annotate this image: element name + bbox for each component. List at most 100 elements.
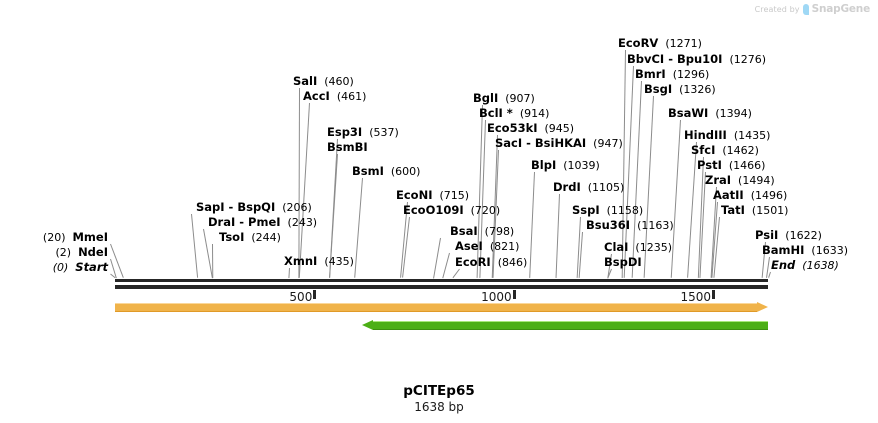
site-position: (244): [244, 231, 281, 244]
plasmid-name: pCITEp65: [403, 383, 475, 399]
feature-bar: [115, 303, 757, 312]
site-enzyme-name: SfcI: [691, 143, 716, 157]
restriction-site-label: BsaWI (1394): [668, 107, 752, 120]
site-position: (1633): [804, 244, 848, 257]
snapgene-brand: SnapGene: [811, 3, 871, 15]
restriction-site-label: BbvCI - Bpu10I (1276): [627, 53, 766, 66]
plasmid-backbone-upper: [115, 279, 768, 282]
site-leader-line: [452, 268, 460, 279]
feature-arrowhead: [362, 320, 374, 330]
site-position: (20): [42, 231, 73, 244]
site-enzyme-name: NdeI: [78, 245, 108, 259]
restriction-site-label: HindIII (1435): [684, 129, 770, 142]
site-position: (945): [537, 122, 575, 135]
restriction-site-label: AatII (1496): [713, 189, 787, 202]
restriction-site-label: TatI (1501): [721, 204, 788, 217]
restriction-site-label: SfcI (1462): [691, 144, 759, 157]
site-position: (0): [52, 261, 76, 274]
site-leader-line: [110, 243, 124, 279]
site-position: (1326): [672, 83, 716, 96]
credit-prefix: Created by: [754, 4, 800, 14]
site-enzyme-name: SacI - BsiHKAI: [495, 136, 587, 150]
site-enzyme-name: BspDI: [604, 255, 642, 269]
site-enzyme-name: BglI: [473, 91, 499, 105]
left-restriction-site-label: (20) MmeI: [43, 231, 108, 244]
site-enzyme-name: BsgI: [644, 82, 673, 96]
site-enzyme-name: EcoRV: [618, 36, 659, 50]
site-position: (715): [432, 189, 470, 202]
site-enzyme-name: BsmI: [352, 164, 384, 178]
site-enzyme-name: SspI: [572, 203, 600, 217]
restriction-site-label: SspI (1158): [572, 204, 643, 217]
site-enzyme-name: PstI: [697, 158, 722, 172]
ruler-tick-label: 1500: [680, 290, 711, 304]
site-leader-line: [687, 141, 697, 279]
restriction-site-label: Bsu36I (1163): [586, 219, 674, 232]
restriction-site-label: EcoRV (1271): [618, 37, 702, 50]
site-enzyme-name: DraI - PmeI: [208, 215, 281, 229]
site-enzyme-name: TatI: [721, 203, 745, 217]
restriction-site-label: ClaI (1235): [604, 241, 672, 254]
site-position: (798): [477, 225, 515, 238]
site-enzyme-name: Start: [75, 260, 108, 274]
restriction-site-label: BsgI (1326): [644, 83, 716, 96]
restriction-site-label: ZraI (1494): [705, 174, 775, 187]
site-position: (1163): [630, 219, 674, 232]
site-position: (914): [512, 107, 550, 120]
site-position: (1501): [744, 204, 789, 217]
green-feature-arrow[interactable]: [362, 320, 768, 330]
site-position: (1466): [721, 159, 766, 172]
restriction-site-label: Esp3I (537): [327, 126, 399, 139]
restriction-site-label: AseI (821): [455, 240, 519, 253]
restriction-site-label: BglI (907): [473, 92, 535, 105]
restriction-site-label: Eco53kI (945): [487, 122, 574, 135]
restriction-site-label: AccI (461): [303, 90, 366, 103]
restriction-site-label: DraI - PmeI (243): [208, 216, 317, 229]
restriction-site-label: SacI - BsiHKAI (947): [495, 137, 623, 150]
site-enzyme-name: Eco53kI: [487, 121, 538, 135]
site-position: (1039): [556, 159, 600, 172]
restriction-site-label: BsaI (798): [450, 225, 514, 238]
restriction-site-label: EcoRI (846): [455, 256, 527, 269]
site-enzyme-name: Bsu36I: [586, 218, 631, 232]
site-leader-line: [433, 237, 441, 279]
restriction-site-label: XmnI (435): [284, 255, 354, 268]
site-enzyme-name: EcoRI: [455, 255, 491, 269]
restriction-site-label: BmrI (1296): [635, 68, 709, 81]
ruler-tick: [512, 290, 516, 299]
site-enzyme-name: ClaI: [604, 240, 629, 254]
site-enzyme-name: EcoO109I: [403, 203, 464, 217]
feature-bar: [373, 321, 768, 330]
site-position: (821): [482, 240, 520, 253]
restriction-site-label: PsiI (1622): [755, 229, 822, 242]
restriction-site-label: PstI (1466): [697, 159, 765, 172]
site-leader-line: [212, 243, 214, 279]
site-leader-line: [555, 193, 560, 279]
orange-feature-arrow[interactable]: [115, 302, 768, 312]
site-position: (600): [383, 165, 421, 178]
site-enzyme-name: HindIII: [684, 128, 727, 142]
site-leader-line: [354, 177, 363, 279]
feature-arrowhead: [757, 302, 768, 312]
snapgene-flag-icon: [802, 3, 809, 15]
site-enzyme-name: XmnI: [284, 254, 318, 268]
restriction-site-label: BspDI: [604, 256, 642, 268]
site-enzyme-name: PsiI: [755, 228, 779, 242]
ruler-tick: [313, 290, 317, 299]
site-enzyme-name: BlpI: [531, 158, 557, 172]
restriction-site-label: BlpI (1039): [531, 159, 600, 172]
restriction-site-label: End (1638): [771, 259, 839, 272]
left-restriction-site-label: (2) NdeI: [55, 246, 108, 259]
restriction-site-label: EcoO109I (720): [403, 204, 500, 217]
site-enzyme-name: BmrI: [635, 67, 666, 81]
site-enzyme-name: MmeI: [72, 230, 108, 244]
left-restriction-site-label: (0) Start: [53, 261, 108, 274]
site-position: (1105): [580, 181, 625, 194]
site-position: (461): [329, 90, 367, 103]
site-position: (1435): [726, 129, 771, 142]
site-enzyme-name: Esp3I: [327, 125, 363, 139]
restriction-site-label: BsmI (600): [352, 165, 420, 178]
plasmid-size: 1638 bp: [414, 400, 464, 414]
ruler-tick: [711, 290, 715, 299]
restriction-site-label: TsoI (244): [219, 231, 281, 244]
